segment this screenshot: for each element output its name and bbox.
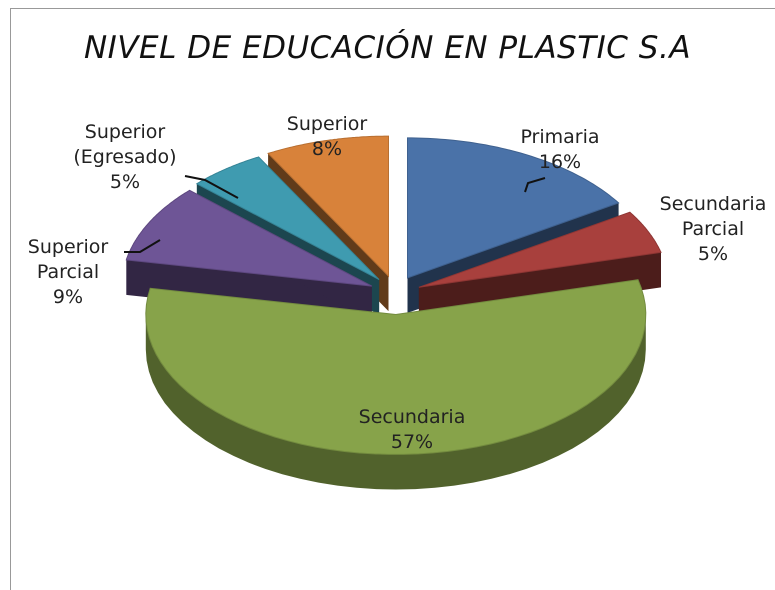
slice-side <box>145 314 646 490</box>
label-name: Secundaria <box>358 406 466 428</box>
leader-line <box>524 177 546 193</box>
slice <box>407 137 620 279</box>
slice <box>195 156 380 281</box>
chart-frame <box>10 8 775 590</box>
label-name: Secundaria Parcial <box>659 193 767 240</box>
label-value: 8% <box>311 138 343 160</box>
label-name: Superior <box>286 113 368 135</box>
label-value: 57% <box>390 431 434 453</box>
label-value: 16% <box>538 151 582 173</box>
label-name: Primaria <box>520 126 600 148</box>
label-name: Superior Parcial <box>27 236 109 283</box>
data-label: Secundaria Parcial 5% <box>653 192 773 267</box>
label-value: 5% <box>109 171 141 193</box>
label-value: 5% <box>697 243 729 265</box>
slice <box>145 279 647 455</box>
leader-line <box>124 239 161 253</box>
slice <box>418 211 662 288</box>
data-label: Superior (Egresado) 5% <box>60 120 190 195</box>
label-name: Superior (Egresado) <box>73 121 177 168</box>
data-label: Primaria 16% <box>505 125 615 175</box>
leader-line <box>184 175 239 199</box>
label-value: 9% <box>52 286 84 308</box>
data-label: Superior 8% <box>272 112 382 162</box>
slice <box>125 189 373 287</box>
data-label: Superior Parcial 9% <box>18 235 118 310</box>
chart-title: NIVEL DE EDUCACIÓN EN PLASTIC S.A <box>83 30 692 66</box>
slice <box>267 135 389 278</box>
data-label: Secundaria 57% <box>342 405 482 455</box>
